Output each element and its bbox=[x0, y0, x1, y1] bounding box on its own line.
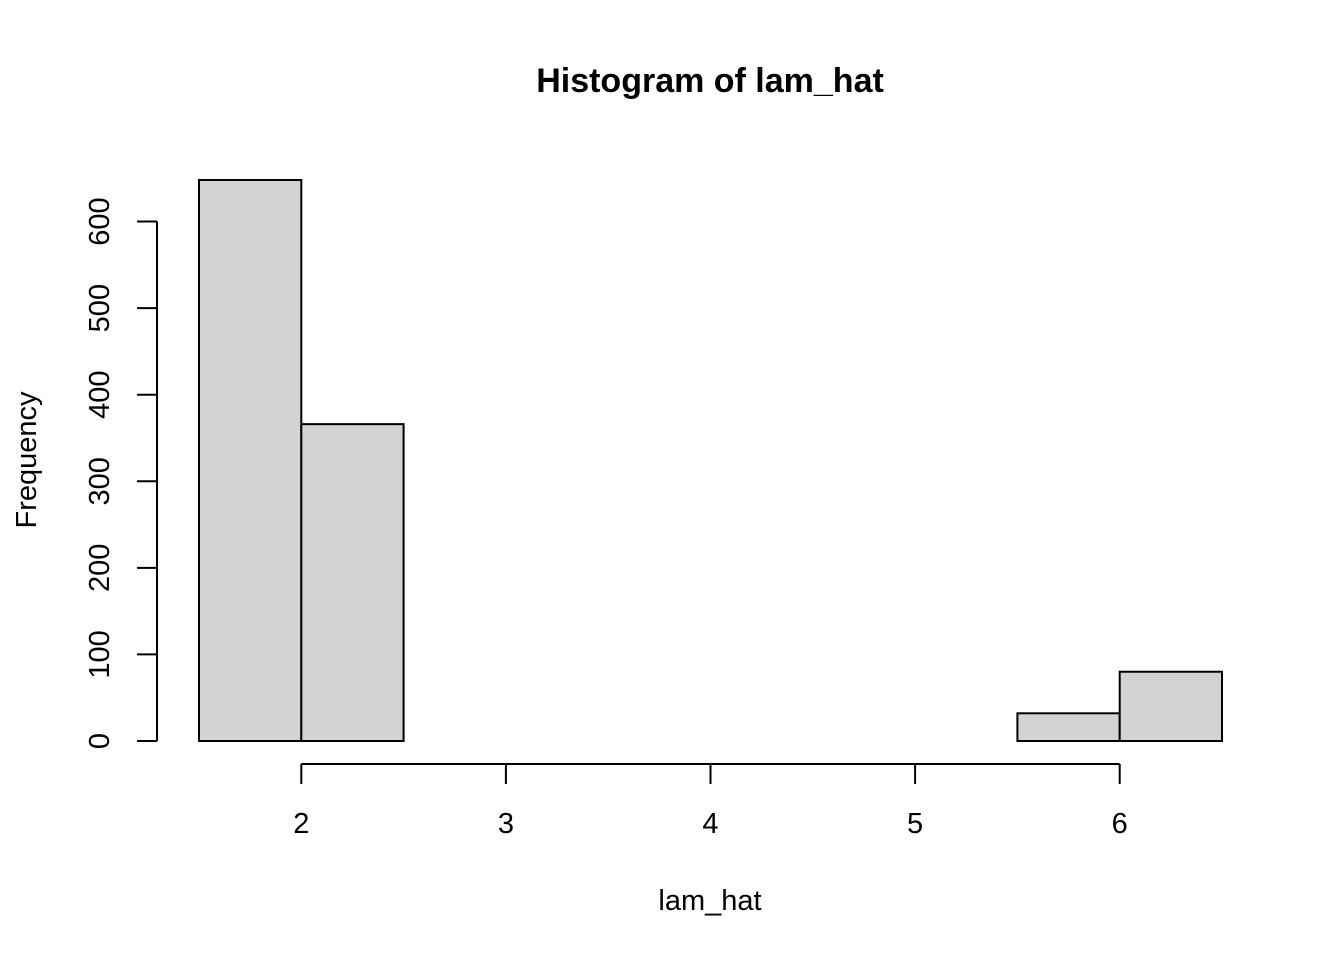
y-axis: 0 100 200 300 400 500 600 bbox=[84, 197, 158, 749]
bars-group bbox=[198, 179, 1223, 743]
y-tick-label-5: 500 bbox=[84, 284, 116, 332]
x-tick-label-2: 4 bbox=[702, 808, 718, 840]
y-tick-label-3: 300 bbox=[84, 457, 116, 505]
y-axis-label: Frequency bbox=[11, 391, 43, 529]
x-axis: 2 3 4 5 6 bbox=[293, 763, 1128, 840]
histogram-bar-0 bbox=[198, 179, 303, 742]
histogram-bar-1 bbox=[300, 423, 405, 742]
histogram-bar-8 bbox=[1016, 712, 1121, 743]
x-tick-label-4: 6 bbox=[1112, 808, 1128, 840]
y-tick-label-2: 200 bbox=[84, 544, 116, 592]
y-tick-label-6: 600 bbox=[84, 197, 116, 245]
histogram-bar-9 bbox=[1118, 670, 1223, 742]
x-tick-label-0: 2 bbox=[293, 808, 309, 840]
y-tick-label-0: 0 bbox=[84, 733, 116, 749]
x-tick-label-1: 3 bbox=[498, 808, 514, 840]
y-tick-label-1: 100 bbox=[84, 630, 116, 678]
chart-title: Histogram of lam_hat bbox=[536, 62, 884, 100]
y-tick-label-4: 400 bbox=[84, 371, 116, 419]
x-axis-label: lam_hat bbox=[658, 885, 761, 917]
x-tick-label-3: 5 bbox=[907, 808, 923, 840]
